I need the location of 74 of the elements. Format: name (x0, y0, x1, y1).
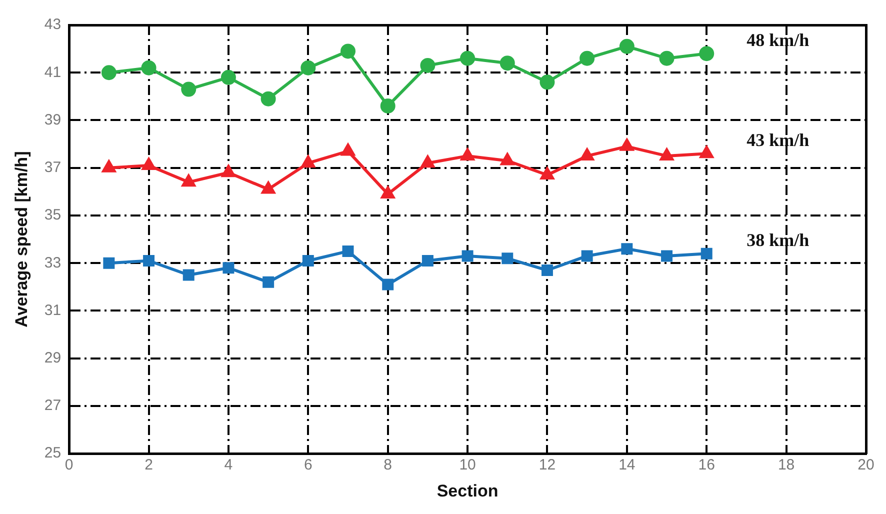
point (620, 138, 634, 151)
point (260, 91, 276, 106)
point (101, 65, 116, 80)
point (341, 144, 355, 156)
point (580, 50, 595, 66)
point (381, 186, 395, 199)
y-tick-label: 31 (44, 302, 62, 319)
series-label: 38 km/h (746, 230, 810, 250)
point (142, 158, 156, 170)
x-axis-title: Section (436, 481, 498, 500)
point (301, 156, 315, 168)
point (422, 254, 434, 266)
point (661, 250, 673, 262)
point (581, 250, 593, 262)
point (700, 248, 712, 260)
x-tick-label: 0 (64, 456, 74, 474)
point (541, 264, 553, 276)
point (420, 58, 436, 73)
x-tick-label: 2 (144, 456, 153, 474)
point (500, 153, 514, 166)
point (181, 82, 196, 97)
point (182, 269, 194, 281)
point (621, 243, 633, 255)
point (619, 38, 634, 54)
y-tick-label: 37 (44, 159, 62, 176)
point (302, 254, 314, 266)
point (659, 50, 674, 66)
y-tick-label: 43 (44, 16, 62, 34)
point (182, 174, 196, 187)
series-label: 43 km/h (746, 130, 810, 150)
point (502, 252, 514, 264)
y-tick-label: 33 (44, 254, 62, 272)
x-tick-label: 14 (618, 456, 636, 474)
point (699, 46, 714, 62)
x-tick-label: 6 (304, 456, 312, 474)
y-tick-label: 35 (44, 206, 62, 224)
point (220, 70, 236, 85)
y-tick-label: 27 (44, 397, 62, 414)
point (500, 56, 515, 71)
point (222, 262, 234, 274)
point (103, 257, 115, 269)
point (660, 148, 674, 160)
series-label: 48 km/h (746, 30, 810, 50)
point (342, 245, 354, 257)
point (460, 50, 476, 66)
y-tick-label: 25 (44, 444, 62, 462)
point (580, 148, 594, 160)
point (421, 156, 434, 168)
point (380, 98, 396, 114)
x-tick-label: 8 (384, 456, 392, 474)
point (300, 60, 316, 76)
point (141, 60, 156, 76)
x-tick-label: 20 (858, 456, 874, 474)
point (262, 276, 274, 288)
y-tick-label: 41 (44, 64, 62, 81)
x-tick-label: 12 (538, 456, 556, 474)
point (222, 165, 236, 178)
x-tick-label: 4 (224, 456, 233, 474)
point (700, 146, 714, 158)
point (102, 160, 116, 172)
point (460, 148, 474, 160)
x-tick-label: 16 (698, 456, 715, 474)
point (340, 44, 356, 59)
point (143, 254, 155, 266)
point (262, 182, 276, 194)
point (462, 250, 474, 262)
point (540, 74, 555, 90)
y-tick-label: 29 (44, 349, 62, 366)
y-tick-label: 39 (44, 111, 62, 128)
point (382, 278, 394, 290)
x-tick-label: 10 (459, 456, 476, 474)
y-axis-title: Average speed [km/h] (12, 151, 31, 328)
x-tick-label: 18 (778, 456, 795, 474)
point (540, 168, 554, 180)
